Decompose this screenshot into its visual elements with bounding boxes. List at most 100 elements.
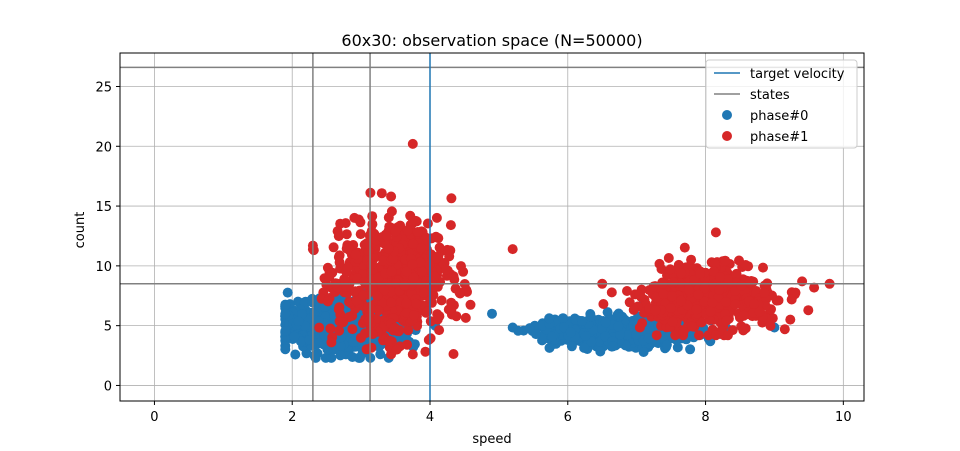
data-point	[408, 272, 419, 283]
data-point	[678, 326, 689, 337]
data-point	[714, 284, 725, 295]
data-point	[423, 334, 434, 345]
data-point	[431, 231, 441, 242]
data-point	[411, 298, 422, 309]
data-point	[544, 342, 555, 353]
data-point	[347, 352, 358, 362]
data-point	[628, 304, 639, 315]
data-point	[723, 274, 733, 285]
data-point	[350, 286, 361, 297]
data-point	[658, 289, 669, 300]
data-point	[386, 191, 397, 202]
data-point	[708, 266, 719, 277]
data-point	[379, 285, 390, 296]
data-point	[416, 266, 427, 277]
data-point	[668, 277, 679, 288]
data-point	[699, 296, 710, 307]
data-point	[613, 321, 624, 332]
data-point	[407, 349, 418, 360]
data-point	[531, 329, 541, 340]
data-point	[759, 287, 770, 298]
data-point	[363, 315, 374, 326]
data-point	[338, 317, 349, 328]
data-point	[683, 284, 694, 295]
legend-label-phase0: phase#0	[750, 109, 808, 124]
data-point	[731, 269, 742, 280]
data-point	[401, 266, 412, 277]
data-point	[749, 299, 760, 309]
data-point	[314, 322, 325, 333]
data-point	[407, 259, 418, 270]
data-point	[740, 323, 751, 334]
data-point	[676, 268, 687, 279]
data-point	[765, 320, 776, 331]
data-point	[598, 299, 609, 309]
data-point	[403, 325, 414, 336]
data-point	[722, 330, 733, 341]
legend-marker-phase1	[722, 131, 732, 141]
data-point	[419, 287, 429, 298]
data-point	[736, 280, 747, 291]
y-tick-label: 10	[95, 260, 112, 275]
data-point	[779, 324, 790, 335]
x-tick-label: 6	[564, 410, 572, 425]
data-point	[667, 291, 677, 302]
data-point	[384, 335, 395, 346]
data-point	[436, 295, 447, 306]
data-point	[696, 317, 707, 328]
data-point	[432, 314, 443, 325]
data-point	[715, 272, 726, 282]
data-point	[744, 277, 755, 288]
data-point	[280, 308, 291, 319]
data-point	[402, 339, 413, 350]
data-point	[341, 229, 352, 240]
data-point	[280, 326, 291, 336]
y-tick-label: 25	[95, 80, 112, 95]
data-point	[376, 188, 387, 199]
data-point	[809, 282, 820, 293]
data-point	[645, 324, 655, 335]
data-point	[335, 341, 346, 352]
data-point	[710, 330, 721, 341]
data-point	[304, 334, 315, 345]
data-point	[420, 346, 431, 357]
data-point	[456, 261, 466, 272]
data-point	[687, 321, 697, 332]
data-point	[429, 271, 440, 282]
data-point	[803, 305, 814, 316]
data-point	[638, 347, 649, 357]
data-point	[367, 329, 378, 340]
data-point	[388, 253, 399, 264]
y-tick-label: 0	[104, 379, 112, 394]
data-point	[585, 311, 596, 322]
data-point	[634, 322, 645, 333]
data-point	[431, 253, 442, 264]
data-point	[454, 287, 465, 298]
x-tick-label: 0	[150, 410, 158, 425]
data-point	[389, 322, 400, 333]
data-point	[507, 244, 518, 255]
data-point	[367, 219, 378, 230]
data-point	[416, 243, 427, 253]
data-point	[366, 304, 377, 314]
data-point	[355, 229, 366, 240]
data-point	[386, 206, 397, 217]
data-point	[622, 286, 632, 296]
data-point	[386, 266, 397, 277]
data-point	[507, 322, 518, 333]
data-point	[381, 231, 392, 242]
data-point	[643, 333, 654, 344]
data-point	[445, 245, 456, 256]
data-point	[738, 310, 749, 321]
data-point	[462, 286, 472, 297]
data-point	[661, 339, 672, 350]
data-point	[319, 330, 330, 341]
data-point	[720, 297, 731, 307]
data-point	[407, 138, 418, 149]
data-point	[615, 329, 625, 340]
data-point	[721, 315, 732, 326]
data-point	[431, 212, 442, 223]
data-point	[730, 299, 741, 310]
